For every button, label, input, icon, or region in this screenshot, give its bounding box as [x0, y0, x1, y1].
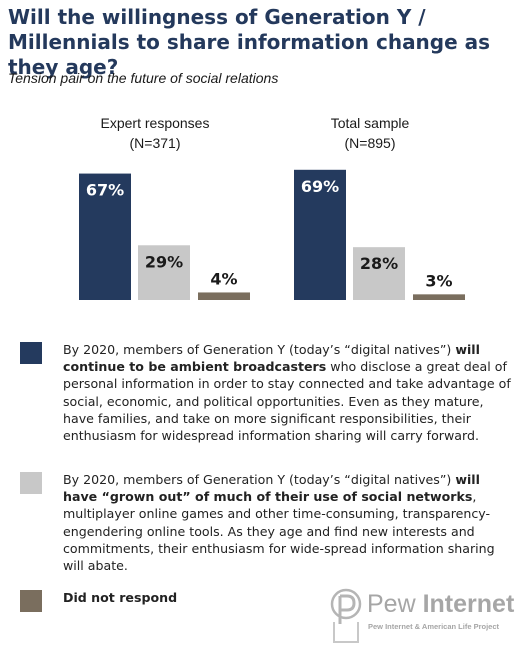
logo-word-strong: Internet	[422, 590, 515, 618]
legend-swatch	[20, 590, 42, 612]
logo-tagline: Pew Internet & American Life Project	[368, 622, 500, 631]
bar-value-label: 67%	[86, 181, 124, 200]
chart-subtitle: Tension pair on the future of social rel…	[8, 70, 279, 86]
legend-text: By 2020, members of Generation Y (today’…	[63, 341, 518, 444]
legend-text-bold: will have “grown out” of much of their u…	[63, 472, 480, 505]
logo-word-light: Pew	[367, 590, 423, 618]
legend-text-plain: who disclose a great deal of personal in…	[63, 359, 511, 444]
legend-text-plain: , multiplayer online games and other tim…	[63, 489, 495, 574]
legend-text-bold: will continue to be ambient broadcasters	[63, 342, 480, 375]
legend-swatch	[20, 342, 42, 364]
legend-text: Did not respond	[63, 589, 518, 606]
chart-title: Will the willingness of Generation Y / M…	[8, 5, 491, 79]
bar-value-label: 28%	[360, 254, 398, 273]
logo-wordmark: Pew Internet	[367, 590, 514, 619]
bar-value-label: 3%	[425, 271, 452, 290]
bar-chart: Expert responses (N=371) Total sample (N…	[0, 105, 530, 305]
group-label-expert: Expert responses (N=371)	[55, 113, 255, 153]
group-n: (N=895)	[344, 135, 396, 151]
bar-value-label: 69%	[301, 177, 339, 196]
bar-grown-out-expert	[138, 245, 190, 300]
legend-swatch	[20, 472, 42, 494]
pew-logo-icon	[330, 588, 362, 643]
legend-text-plain: By 2020, members of Generation Y (today’…	[63, 342, 456, 357]
bar-broadcasters-total	[294, 169, 346, 300]
bar-value-label: 29%	[145, 252, 183, 271]
bar-no-response-total	[413, 294, 465, 300]
group-name: Total sample	[330, 115, 410, 131]
legend-text-bold: Did not respond	[63, 590, 178, 605]
bar-broadcasters-expert	[79, 173, 131, 300]
legend-text: By 2020, members of Generation Y (today’…	[63, 471, 518, 574]
legend-text-plain: By 2020, members of Generation Y (today’…	[63, 472, 456, 487]
group-label-total: Total sample (N=895)	[270, 113, 470, 153]
group-n: (N=371)	[129, 135, 181, 151]
pew-internet-logo: Pew Internet Pew Internet & American Lif…	[325, 586, 525, 646]
bar-value-label: 4%	[210, 269, 237, 288]
bar-chart-svg: 67% 69% 29% 28% 4% 3%	[79, 169, 465, 300]
bar-grown-out-total	[353, 247, 405, 300]
bar-no-response-expert	[198, 292, 250, 300]
group-name: Expert responses	[100, 115, 210, 131]
